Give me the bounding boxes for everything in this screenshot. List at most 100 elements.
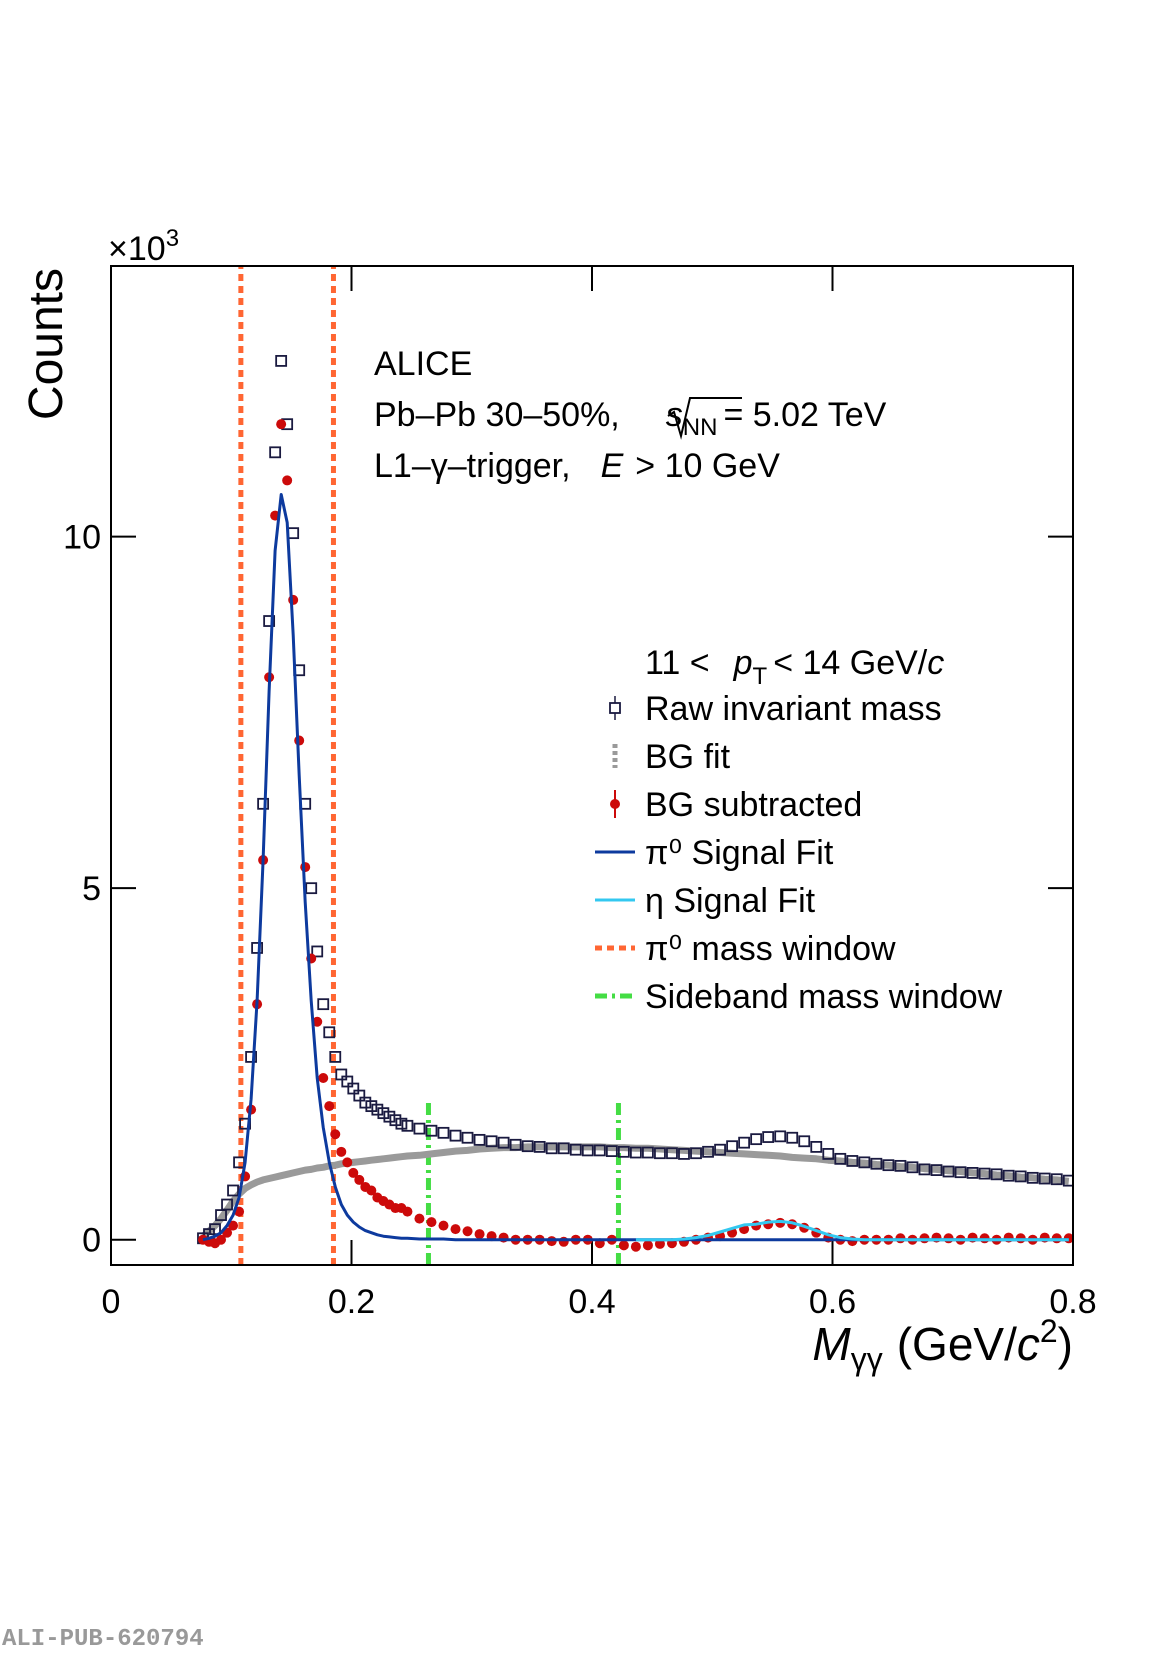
raw-point — [353, 1089, 366, 1102]
raw-point — [311, 945, 324, 958]
raw-point — [714, 1143, 726, 1156]
y-axis-title: Counts — [20, 268, 73, 420]
subtracted-point — [366, 1185, 377, 1196]
raw-point — [275, 355, 288, 367]
y-multiplier-exp: 3 — [166, 225, 179, 252]
annotation-trigger-text: L1–γ–trigger, — [374, 447, 571, 485]
legend-symbol — [609, 702, 621, 714]
raw-point — [954, 1166, 967, 1179]
raw-point — [461, 1131, 474, 1144]
raw-point — [762, 1131, 775, 1143]
subtracted-point — [318, 1072, 329, 1083]
raw-point — [305, 882, 318, 895]
raw-point — [287, 527, 300, 540]
data-layer — [197, 266, 1073, 1265]
raw-point — [966, 1167, 979, 1179]
legend-header-sub: T — [753, 663, 768, 690]
plot-area: 0 5 10 0 0.2 0.4 0.6 0.8 Raw invariant mass BG fi… — [63, 265, 1097, 1321]
raw-point — [918, 1163, 931, 1176]
legend-header: 11 < pT < 14 GeV/c — [645, 644, 944, 690]
raw-point — [359, 1096, 372, 1109]
raw-point — [251, 942, 264, 954]
raw-point — [521, 1140, 534, 1153]
annotation-energy-sub: NN — [683, 414, 718, 441]
subtracted-point — [618, 1240, 629, 1251]
raw-point — [750, 1133, 763, 1146]
x-tick-label: 0 — [102, 1283, 121, 1321]
raw-point — [389, 1114, 402, 1127]
legend-header-high: < 14 GeV/ — [773, 644, 928, 682]
subtracted-point — [342, 1157, 353, 1168]
raw-point — [323, 1026, 336, 1039]
raw-point — [666, 1147, 678, 1160]
plot-frame — [110, 265, 1074, 1266]
raw-point — [629, 1146, 642, 1159]
raw-point — [329, 1051, 342, 1063]
x-title-unit-open: (GeV/ — [897, 1318, 1017, 1370]
legend-header-low: 11 < — [645, 644, 710, 682]
raw-point — [642, 1146, 654, 1159]
raw-point — [605, 1145, 618, 1158]
subtracted-point — [642, 1240, 653, 1251]
x-axis-title: Mγγ (GeV/c2) — [812, 1313, 1073, 1377]
raw-point — [738, 1136, 751, 1149]
subtracted-point — [276, 419, 287, 430]
raw-point — [341, 1075, 354, 1088]
subtracted-point — [216, 1234, 227, 1245]
subtracted-point — [654, 1238, 665, 1249]
raw-point — [690, 1147, 702, 1160]
raw-point — [882, 1159, 895, 1172]
raw-point — [569, 1143, 582, 1156]
y-multiplier: ×103 — [108, 225, 179, 268]
y-tick-label: 10 — [63, 519, 101, 557]
raw-point — [906, 1161, 919, 1174]
subtracted-point — [324, 1101, 335, 1112]
raw-point — [317, 998, 330, 1011]
subtracted-point — [348, 1167, 359, 1178]
sqrt-sign — [667, 397, 742, 440]
raw-point — [942, 1165, 955, 1178]
legend-label: π⁰ mass window — [645, 930, 896, 968]
footer-id: ALI-PUB-620794 — [2, 1626, 204, 1653]
raw-point — [822, 1148, 835, 1160]
x-title-sub: γγ — [851, 1341, 883, 1377]
legend-label: η Signal Fit — [645, 882, 816, 920]
raw-point — [395, 1117, 408, 1130]
raw-point — [365, 1100, 378, 1113]
raw-point — [930, 1164, 943, 1176]
raw-point — [726, 1140, 738, 1153]
annotation-trigger: L1–γ–trigger, E > 10 GeV — [374, 447, 780, 485]
raw-point — [383, 1110, 396, 1123]
annotation-system-text: Pb–Pb 30–50%, — [374, 396, 620, 434]
raw-point — [1002, 1169, 1015, 1182]
y-multiplier-base: ×10 — [108, 230, 166, 268]
subtracted-point — [330, 1129, 341, 1140]
x-title-var: M — [812, 1318, 851, 1370]
raw-point — [557, 1142, 570, 1155]
subtracted-point — [282, 475, 293, 486]
subtracted-point — [228, 1220, 239, 1231]
subtracted-point — [312, 1016, 323, 1027]
raw-point — [1062, 1174, 1073, 1187]
raw-point — [215, 1209, 227, 1221]
annotation-cut-val: > 10 GeV — [635, 447, 780, 485]
raw-point — [774, 1130, 787, 1143]
raw-point — [786, 1131, 799, 1144]
annotation-experiment: ALICE — [374, 345, 472, 383]
series-line — [200, 1143, 1070, 1239]
x-tick-label: 0.4 — [568, 1283, 615, 1321]
raw-point — [437, 1126, 450, 1139]
subtracted-point — [336, 1146, 347, 1157]
legend-label: Raw invariant mass — [645, 690, 942, 728]
subtracted-point — [300, 862, 311, 873]
legend-symbol — [610, 799, 620, 809]
x-title-unit-c: c — [1017, 1318, 1040, 1370]
raw-point — [257, 797, 270, 810]
subtracted-point — [402, 1206, 413, 1217]
raw-point — [593, 1144, 606, 1157]
raw-point — [798, 1135, 811, 1148]
raw-point — [263, 615, 276, 627]
raw-point — [245, 1051, 257, 1063]
raw-point — [497, 1136, 510, 1149]
